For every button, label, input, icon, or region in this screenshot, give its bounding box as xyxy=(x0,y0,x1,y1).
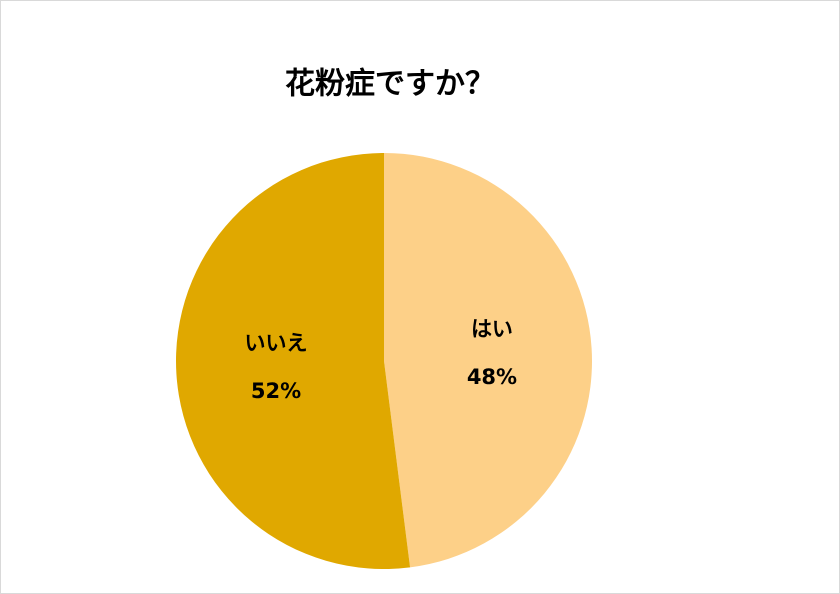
slice-value-label: 48% xyxy=(467,365,517,389)
slice-category-label: はい xyxy=(471,317,513,341)
pie-slice xyxy=(384,153,593,568)
chart-title: 花粉症ですか？ xyxy=(285,67,495,102)
pie-slice xyxy=(176,153,411,569)
labels: はい 48% いいえ 52% xyxy=(245,317,518,403)
slice-value-label: 52% xyxy=(251,379,301,403)
pie xyxy=(176,153,593,569)
slice-category-label: いいえ xyxy=(245,331,308,355)
